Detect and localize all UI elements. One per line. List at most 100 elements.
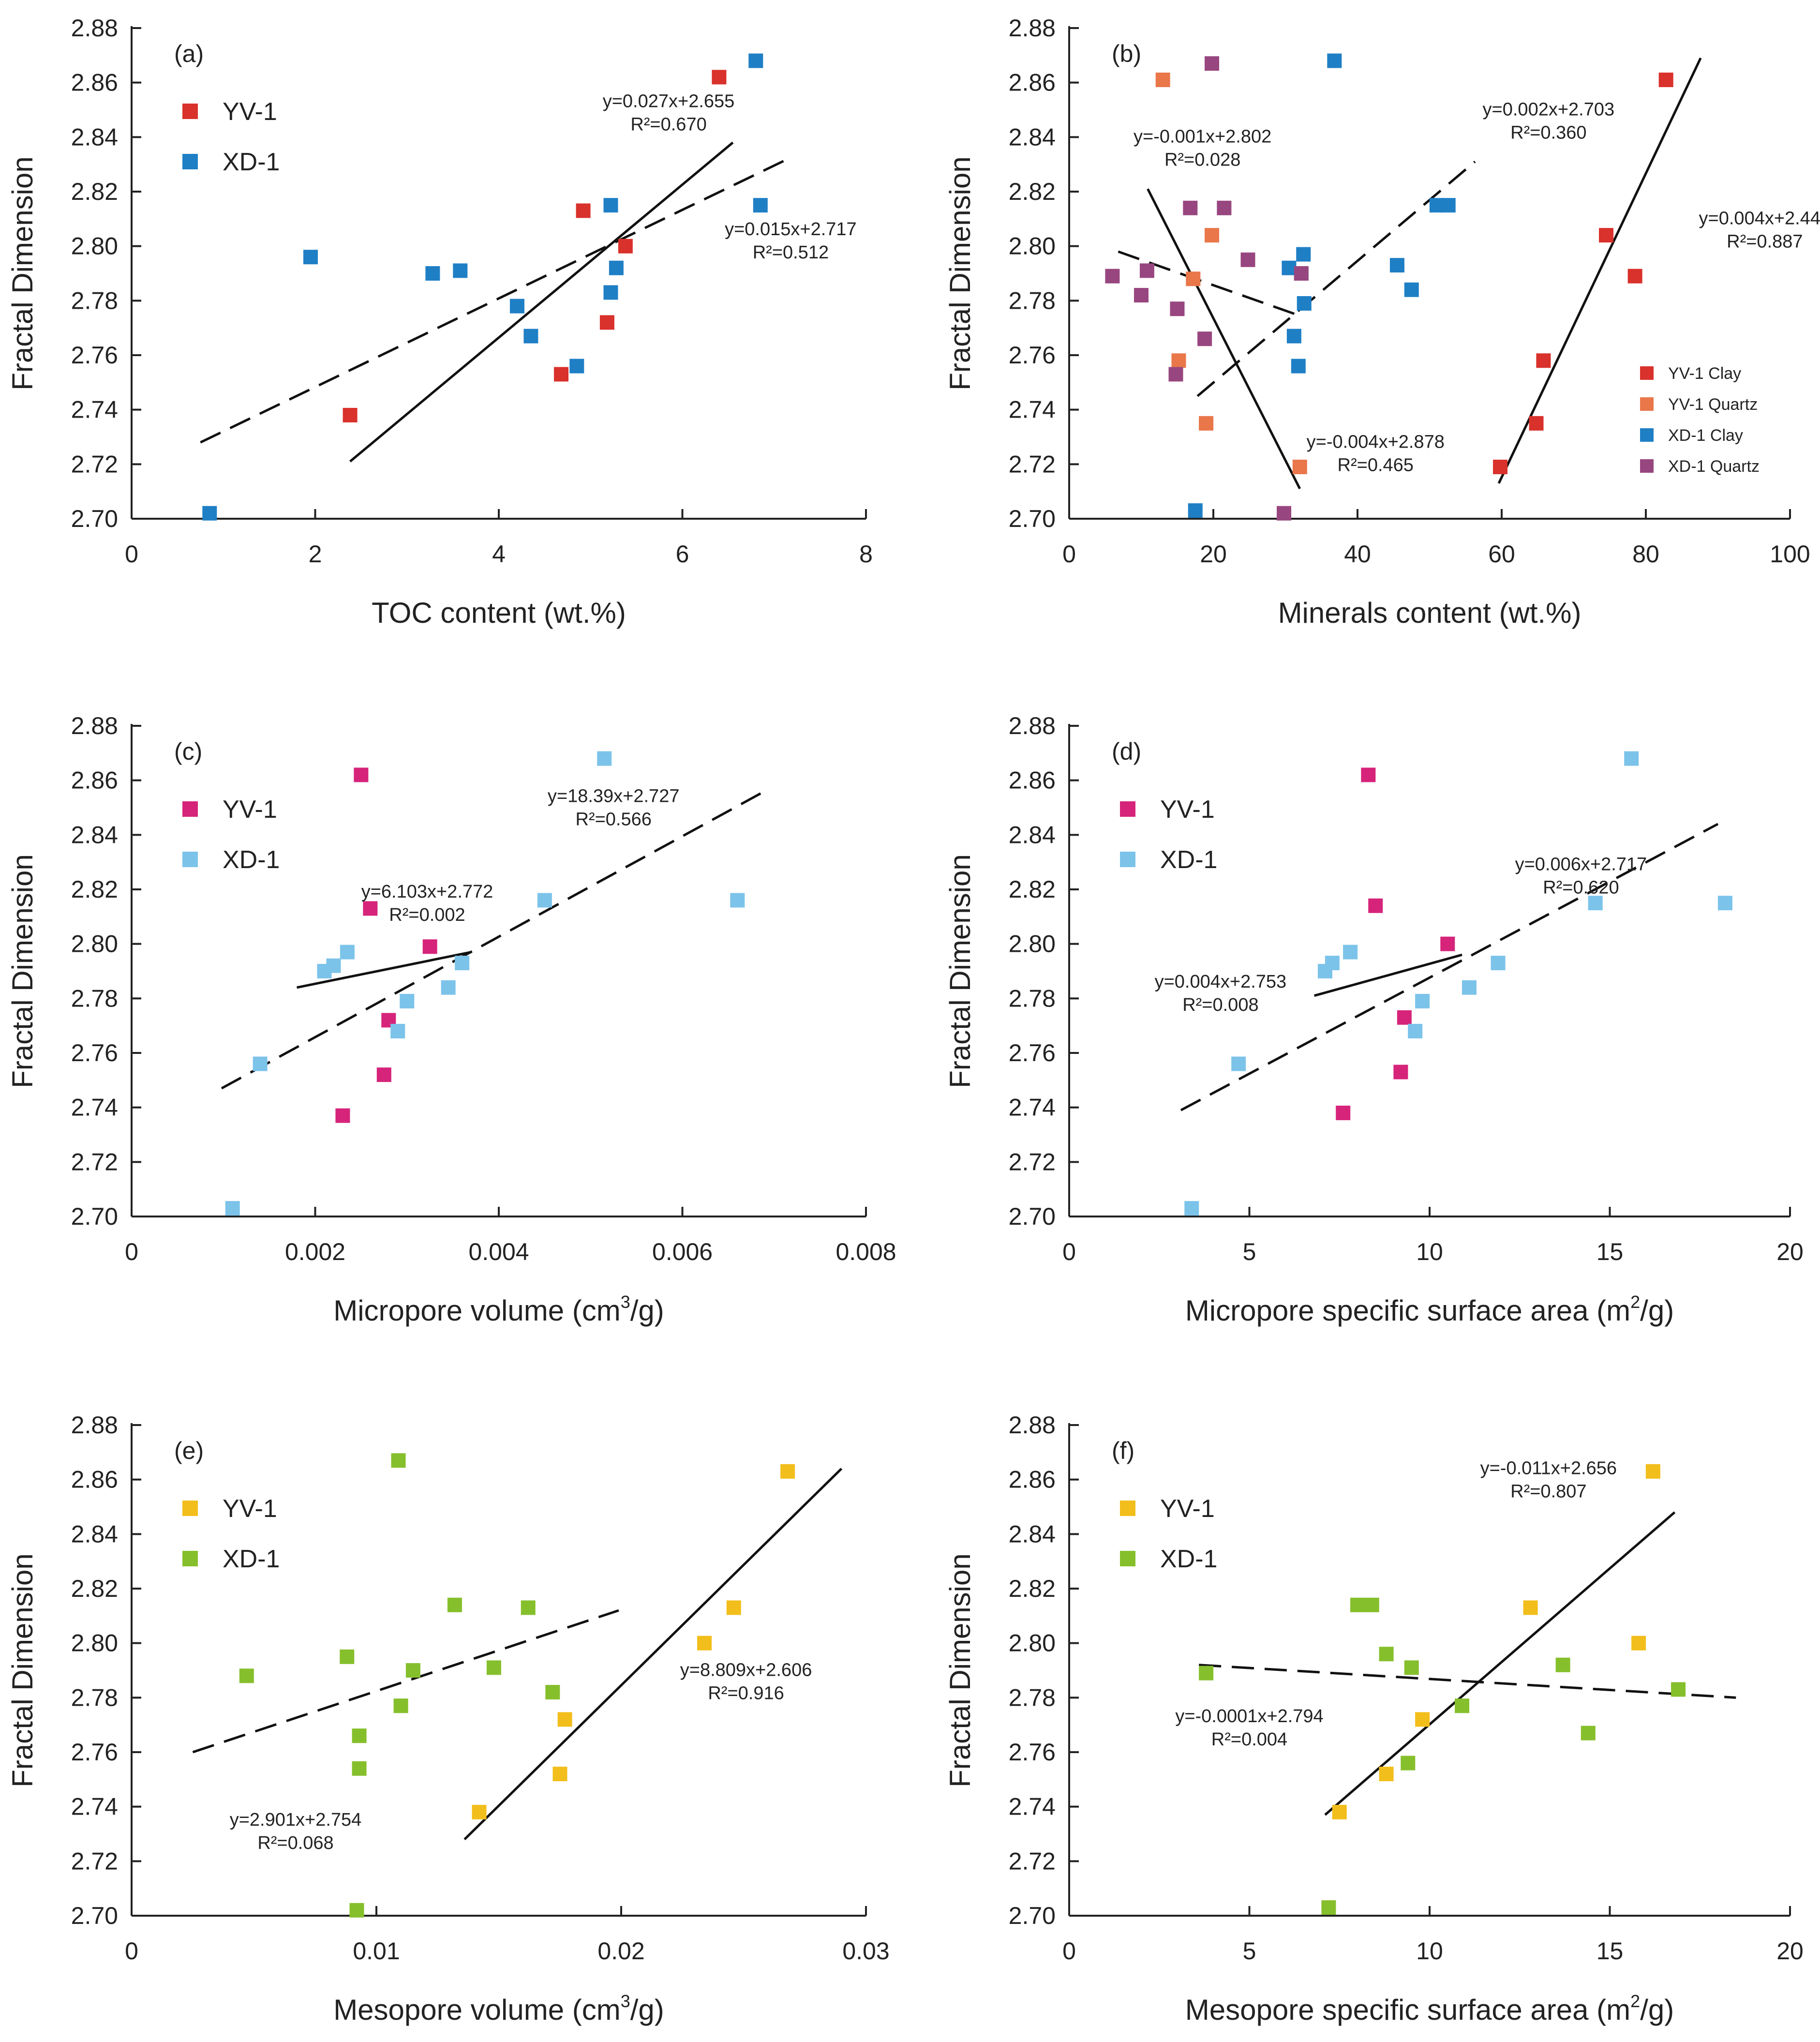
legend-swatch	[182, 1551, 198, 1566]
legend-swatch	[1120, 801, 1135, 817]
data-point	[1581, 1726, 1596, 1741]
data-point	[1282, 260, 1297, 275]
data-point	[545, 1685, 560, 1700]
panel-c: 2.70 2.72 2.74 2.76 2.78 2.80 2.82 2.84 2.86 2.88…	[6, 712, 896, 1327]
data-point	[1231, 1056, 1246, 1071]
data-point	[1297, 296, 1312, 311]
y-tick-label: 2.86	[1009, 69, 1056, 96]
fit-equation: y=8.809x+2.606	[680, 1660, 812, 1680]
data-point	[349, 1903, 364, 1918]
data-point	[1529, 416, 1544, 431]
y-tick-label: 2.88	[1009, 1411, 1056, 1439]
data-point	[1155, 73, 1170, 88]
fit-r-squared: R²=0.887	[1727, 232, 1803, 252]
y-tick-label: 2.70	[1009, 1203, 1056, 1230]
fit-equation: y=0.004x+2.753	[1155, 972, 1287, 992]
data-point	[1186, 271, 1201, 286]
x-tick-label: 0.002	[285, 1238, 345, 1265]
fit-r-squared: R²=0.670	[630, 114, 706, 135]
data-point	[376, 1067, 391, 1082]
data-point	[202, 506, 217, 521]
x-axis-title: Minerals content (wt.%)	[1278, 597, 1581, 629]
legend-swatch	[1120, 1501, 1135, 1516]
data-point	[697, 1636, 712, 1651]
series-xd-1	[239, 1453, 560, 1918]
panel-label: (f)	[1112, 1437, 1134, 1464]
legend-label: YV-1	[1160, 796, 1215, 824]
legend-swatch	[182, 852, 198, 867]
x-tick-label: 5	[1243, 1937, 1256, 1965]
data-point	[1404, 1660, 1419, 1675]
data-point	[1199, 1666, 1214, 1681]
x-tick-label: 4	[492, 541, 506, 568]
legend-swatch	[182, 154, 198, 169]
legend-label: YV-1	[223, 1495, 277, 1523]
data-point	[1645, 1464, 1660, 1479]
legend-swatch	[1640, 366, 1654, 380]
data-point	[1183, 200, 1198, 215]
legend-swatch	[182, 104, 198, 119]
legend-swatch	[182, 801, 198, 817]
panel-f: 2.70 2.72 2.74 2.76 2.78 2.80 2.82 2.84 2.86 2.88…	[944, 1411, 1804, 2026]
data-point	[1671, 1682, 1686, 1697]
y-tick-label: 2.76	[1009, 342, 1056, 369]
series-xd-1	[202, 53, 768, 521]
x-tick-label: 60	[1488, 541, 1515, 568]
y-tick-label: 2.84	[1009, 123, 1056, 150]
y-tick-label: 2.82	[1009, 876, 1056, 903]
x-tick-label: 0.004	[468, 1238, 529, 1265]
data-point	[1455, 1698, 1470, 1713]
data-point	[1277, 506, 1292, 521]
data-point	[521, 1600, 536, 1615]
fit-line-solid	[463, 1468, 843, 1841]
legend-label: XD-1	[1160, 846, 1217, 874]
y-tick-label: 2.74	[71, 396, 118, 423]
legend: YV-1 XD-1	[1120, 796, 1217, 874]
data-point	[405, 1663, 420, 1678]
data-point	[1197, 331, 1212, 346]
data-point	[303, 250, 318, 265]
y-tick-label: 2.74	[1009, 1793, 1056, 1820]
data-point	[1404, 282, 1419, 297]
legend-label: YV-1	[223, 98, 277, 126]
data-point	[1415, 993, 1430, 1008]
series-yv-1	[472, 1464, 795, 1819]
fit-equation: y=2.901x+2.754	[230, 1810, 362, 1830]
x-tick-label: 0.01	[353, 1937, 400, 1965]
y-tick-label: 2.84	[71, 821, 118, 848]
y-tick-label: 2.86	[71, 1466, 118, 1493]
data-point	[1321, 1900, 1336, 1915]
data-point	[618, 239, 633, 254]
data-point	[1631, 1636, 1646, 1651]
y-tick-label: 2.76	[1009, 1739, 1056, 1766]
data-point	[1462, 980, 1477, 995]
y-tick-label: 2.84	[71, 123, 118, 150]
x-axis-title: Mesopore volume (cm3/g)	[333, 1991, 664, 2026]
data-point	[1332, 1804, 1347, 1819]
y-tick-label: 2.86	[1009, 1466, 1056, 1493]
data-point	[712, 70, 727, 85]
data-point	[1379, 1647, 1394, 1662]
data-point	[1397, 1010, 1412, 1025]
data-point	[1389, 258, 1404, 273]
panel-a: 2.70 2.72 2.74 2.76 2.78 2.80 2.82 2.84 2.86 2.88…	[6, 15, 873, 629]
x-tick-label: 8	[859, 541, 873, 568]
data-point	[1658, 73, 1673, 88]
x-tick-label: 20	[1776, 1238, 1804, 1265]
x-tick-label: 15	[1596, 1937, 1624, 1965]
data-point	[726, 1600, 741, 1615]
data-point	[425, 266, 440, 281]
series-xd-1	[1184, 751, 1732, 1216]
data-point	[1327, 53, 1342, 68]
fit-equation: y=0.004x+2.449	[1699, 209, 1820, 229]
data-point	[1401, 1756, 1416, 1771]
x-tick-label: 20	[1200, 541, 1227, 568]
data-point	[557, 1712, 572, 1727]
x-tick-label: 0.03	[842, 1937, 889, 1965]
fit-line-solid	[1147, 188, 1301, 490]
data-point	[1717, 896, 1732, 911]
legend: YV-1 XD-1	[1120, 1495, 1217, 1573]
x-tick-label: 10	[1416, 1937, 1443, 1965]
y-tick-label: 2.78	[1009, 1684, 1056, 1711]
y-tick-label: 2.80	[1009, 931, 1056, 958]
